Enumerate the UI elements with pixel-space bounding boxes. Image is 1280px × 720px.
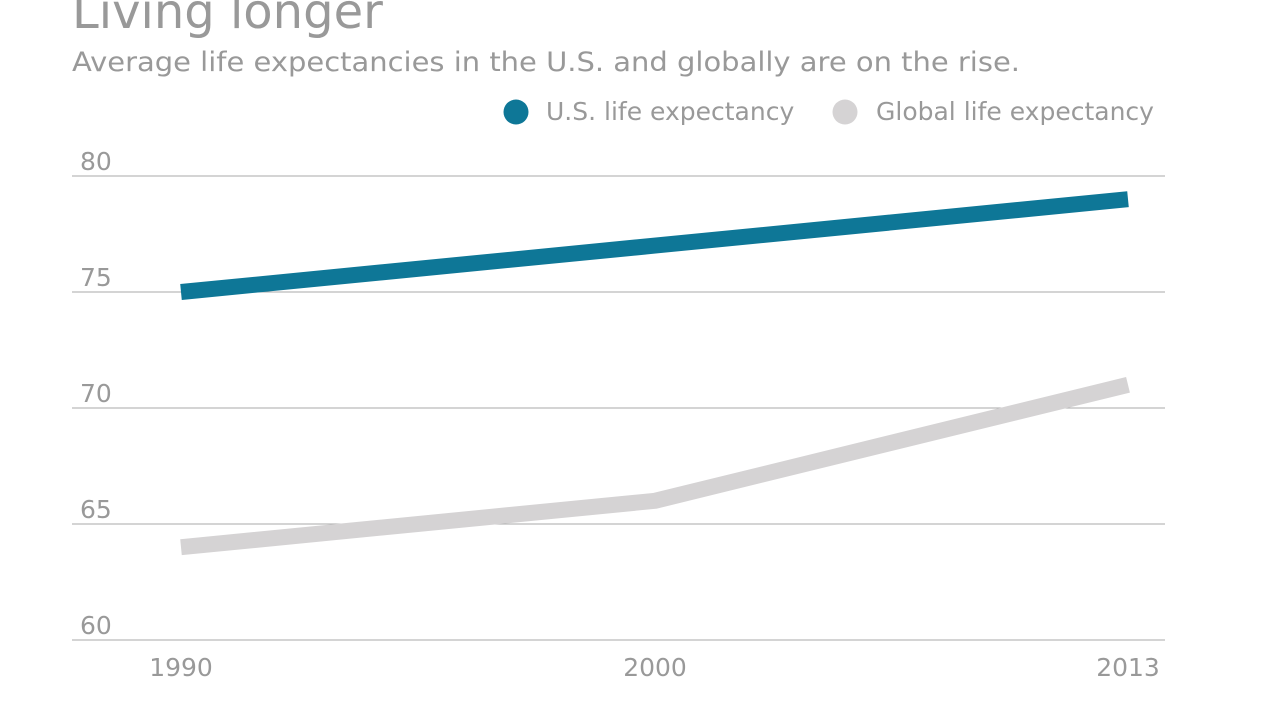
chart-subtitle: Average life expectancies in the U.S. an… [72,47,1020,78]
legend-marker-us [503,99,529,125]
y-tick-label: 75 [80,263,112,292]
legend-marker-global [832,99,858,125]
legend-label-global: Global life expectancy [876,97,1154,126]
legend-label-us: U.S. life expectancy [546,97,794,126]
y-tick-label: 80 [80,147,112,176]
y-tick-label: 65 [80,495,112,524]
y-tick-label: 70 [80,379,112,408]
series-line-global [180,377,1130,556]
series-line-us [180,191,1129,300]
x-tick-label: 2000 [623,653,687,682]
legend: U.S. life expectancy Global life expecta… [503,97,1154,126]
y-tick-label: 60 [80,611,112,640]
x-tick-label: 2013 [1096,653,1160,682]
chart-title: Living longer [72,0,383,40]
x-tick-label: 1990 [149,653,213,682]
